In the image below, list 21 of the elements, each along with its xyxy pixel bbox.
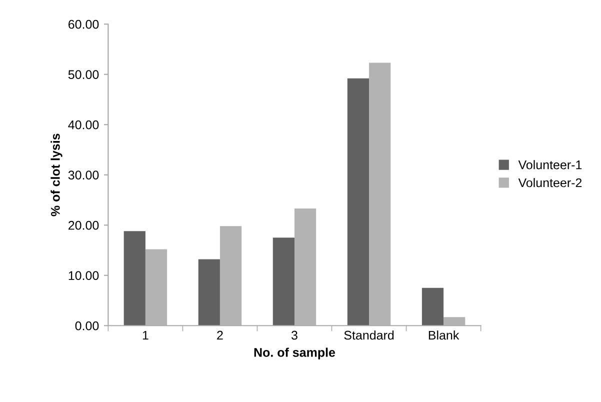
x-tick-label: 1 <box>142 330 148 340</box>
bar <box>124 231 146 326</box>
bar <box>422 288 444 326</box>
legend-label: Volunteer-2 <box>518 178 582 188</box>
legend-label: Volunteer-1 <box>518 160 582 170</box>
y-tick-label: 0.00 <box>75 321 99 330</box>
bar <box>272 238 294 326</box>
x-tick-label: Standard <box>344 330 394 340</box>
bar <box>198 259 220 326</box>
x-tick-label: 3 <box>291 330 298 340</box>
y-tick-label: 20.00 <box>68 220 99 230</box>
x-tick-label: Blank <box>428 330 460 340</box>
bar <box>347 78 370 326</box>
y-tick-label: 50.00 <box>68 70 99 80</box>
y-tick-label: 40.00 <box>68 120 99 130</box>
y-tick-label: 30.00 <box>68 170 99 180</box>
y-tick-label: 60.00 <box>68 20 99 29</box>
y-tick-label: 10.00 <box>68 271 99 280</box>
x-tick-label: 2 <box>217 330 223 340</box>
y-axis-title: % of clot lysis <box>50 134 62 216</box>
x-axis-title: No. of sample <box>254 348 336 360</box>
